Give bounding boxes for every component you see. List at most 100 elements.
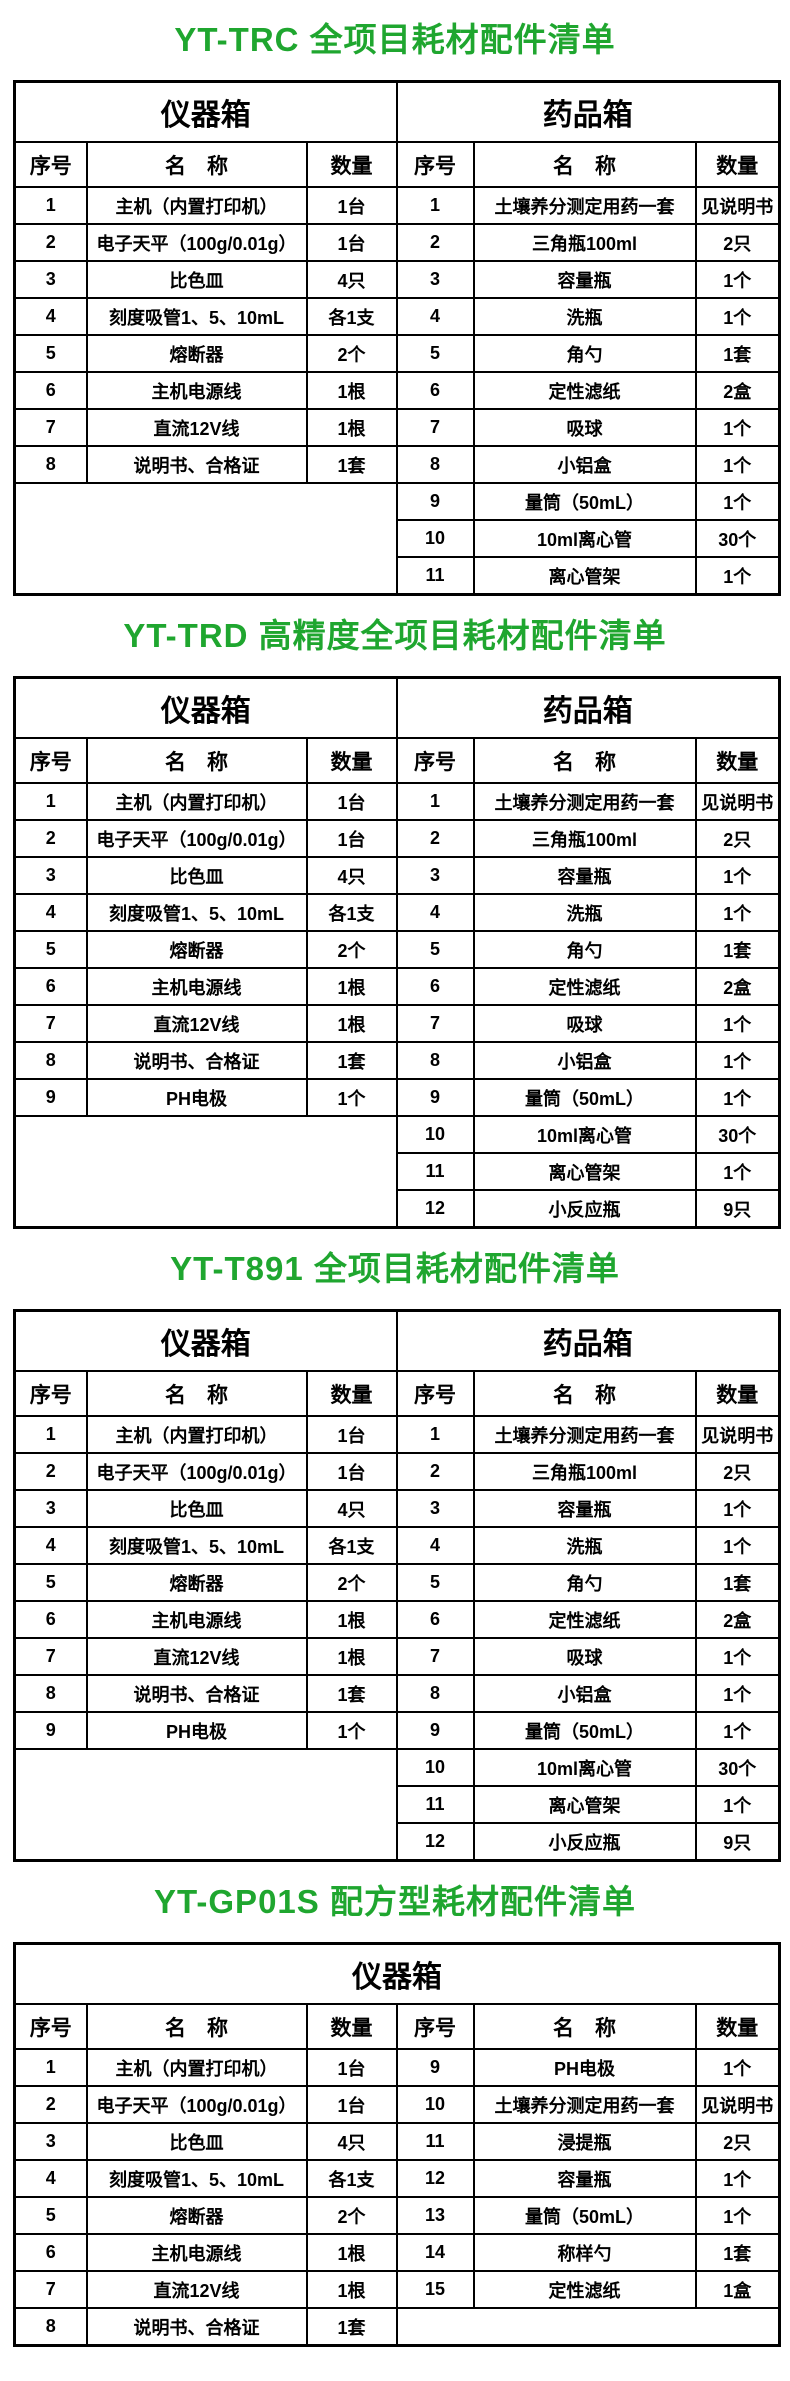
row-index-cell: 3 [395,1489,475,1528]
item-qty-cell: 1个 [694,1078,781,1117]
item-qty-cell: 1个 [694,260,781,299]
item-qty-cell: 1套 [305,1674,398,1713]
row-index-cell: 5 [13,930,88,969]
item-qty-cell: 1盒 [694,2270,781,2309]
row-index-cell: 14 [395,2233,475,2272]
column-header: 数量 [694,737,781,784]
item-name-cell: 直流12V线 [85,408,308,447]
row-index-cell: 2 [13,2085,88,2124]
row-index-cell: 6 [395,1600,475,1639]
item-name-cell: 说明书、合格证 [85,1674,308,1713]
item-name-cell: 电子天平（100g/0.01g） [85,223,308,262]
row-index-cell: 2 [395,1452,475,1491]
item-qty-cell: 1根 [305,371,398,410]
row-index-cell: 5 [395,930,475,969]
table-row: 5 熔断器 2个 5 角勺 1套 [13,930,781,969]
item-name-cell: 电子天平（100g/0.01g） [85,819,308,858]
table-row: 2 电子天平（100g/0.01g） 1台 2 三角瓶100ml 2只 [13,1452,781,1491]
row-index-cell: 9 [395,1078,475,1117]
item-name-cell: 定性滤纸 [472,2270,697,2309]
item-qty-cell: 2个 [305,1563,398,1602]
row-index-cell: 4 [395,297,475,336]
item-qty-cell: 1个 [694,1152,781,1191]
item-name-cell: 10ml离心管 [472,519,697,558]
item-name-cell: 主机电源线 [85,967,308,1006]
table-row: 10 10ml离心管 30个 [13,1748,781,1862]
table-row: 6 主机电源线 1根 6 定性滤纸 2盒 [13,371,781,410]
item-name-cell: 主机（内置打印机） [85,1415,308,1454]
table-row: 3 比色皿 4只 3 容量瓶 1个 [13,856,781,895]
column-header: 序号 [13,141,88,188]
row-index-cell: 13 [395,2196,475,2235]
box-header: 药品箱 [395,676,781,739]
item-name-cell: 熔断器 [85,334,308,373]
item-qty-cell: 1套 [694,334,781,373]
row-index-cell: 2 [13,223,88,262]
row-index-cell: 4 [13,2159,88,2198]
item-qty-cell: 2盒 [694,967,781,1006]
item-name-cell: 刻度吸管1、5、10mL [85,2159,308,2198]
item-qty-cell: 4只 [305,2122,398,2161]
column-header: 序号 [395,737,475,784]
table-row: 10 10ml离心管 30个 [13,1115,781,1229]
row-index-cell: 2 [13,1452,88,1491]
column-header: 名 称 [472,2003,697,2050]
item-name-cell: 电子天平（100g/0.01g） [85,2085,308,2124]
item-qty-cell: 各1支 [305,2159,398,2198]
item-qty-cell: 1台 [305,2048,398,2087]
item-name-cell: 吸球 [472,408,697,447]
table-row: 2 电子天平（100g/0.01g） 1台 2 三角瓶100ml 2只 [13,223,781,262]
row-index-cell: 12 [395,1822,475,1862]
parts-list-section-yt-t891: YT-T891 全项目耗材配件清单 仪器箱 药品箱 序号名 称数量 序号名 称数量 1 主… [0,1245,790,1862]
item-name-cell: 土壤养分测定用药一套 [472,782,697,821]
item-name-cell: 熔断器 [85,930,308,969]
item-qty-cell: 2个 [305,334,398,373]
table-row: 7 直流12V线 1根 15 定性滤纸 1盒 [13,2270,781,2309]
item-name-cell: 熔断器 [85,1563,308,1602]
row-index-cell: 9 [395,1711,475,1750]
item-qty-cell: 1套 [305,2307,398,2347]
item-name-cell: 10ml离心管 [472,1748,697,1787]
item-qty-cell: 各1支 [305,893,398,932]
item-name-cell: 量筒（50mL） [472,1711,697,1750]
item-qty-cell: 1套 [694,930,781,969]
item-qty-cell: 30个 [694,1748,781,1787]
column-header: 数量 [305,737,398,784]
item-qty-cell: 1台 [305,819,398,858]
item-name-cell: 小铝盒 [472,1041,697,1080]
row-index-cell: 7 [13,408,88,447]
row-index-cell: 8 [13,2307,88,2347]
item-name-cell: 刻度吸管1、5、10mL [85,893,308,932]
row-index-cell: 1 [13,1415,88,1454]
item-qty-cell: 1台 [305,1452,398,1491]
item-qty-cell: 30个 [694,1115,781,1154]
item-name-cell: 容量瓶 [472,260,697,299]
row-index-cell: 8 [395,445,475,484]
item-name-cell: 10ml离心管 [472,1115,697,1154]
item-qty-cell: 1台 [305,1415,398,1454]
item-name-cell: 角勺 [472,1563,697,1602]
item-qty-cell: 2盒 [694,371,781,410]
item-qty-cell: 1个 [694,2196,781,2235]
item-qty-cell: 1台 [305,223,398,262]
row-index-cell: 5 [395,334,475,373]
item-qty-cell: 1根 [305,2270,398,2309]
item-name-cell: 主机电源线 [85,2233,308,2272]
item-qty-cell: 1个 [694,445,781,484]
box-header: 药品箱 [395,80,781,143]
item-qty-cell: 1个 [694,297,781,336]
table-row: 6 主机电源线 1根 6 定性滤纸 2盒 [13,967,781,1006]
section-title: YT-T891 全项目耗材配件清单 [170,1250,620,1287]
row-index-cell: 6 [13,2233,88,2272]
table-row: 4 刻度吸管1、5、10mL 各1支 4 洗瓶 1个 [13,893,781,932]
item-name-cell: 小反应瓶 [472,1189,697,1229]
table-row: 1 主机（内置打印机） 1台 9 PH电极 1个 [13,2048,781,2087]
item-qty-cell: 1个 [305,1078,398,1117]
item-name-cell: 定性滤纸 [472,1600,697,1639]
item-name-cell: 说明书、合格证 [85,445,308,484]
item-qty-cell: 1根 [305,408,398,447]
item-name-cell: PH电极 [85,1078,308,1117]
item-name-cell: 洗瓶 [472,893,697,932]
item-name-cell: 三角瓶100ml [472,819,697,858]
row-index-cell: 11 [395,1152,475,1191]
